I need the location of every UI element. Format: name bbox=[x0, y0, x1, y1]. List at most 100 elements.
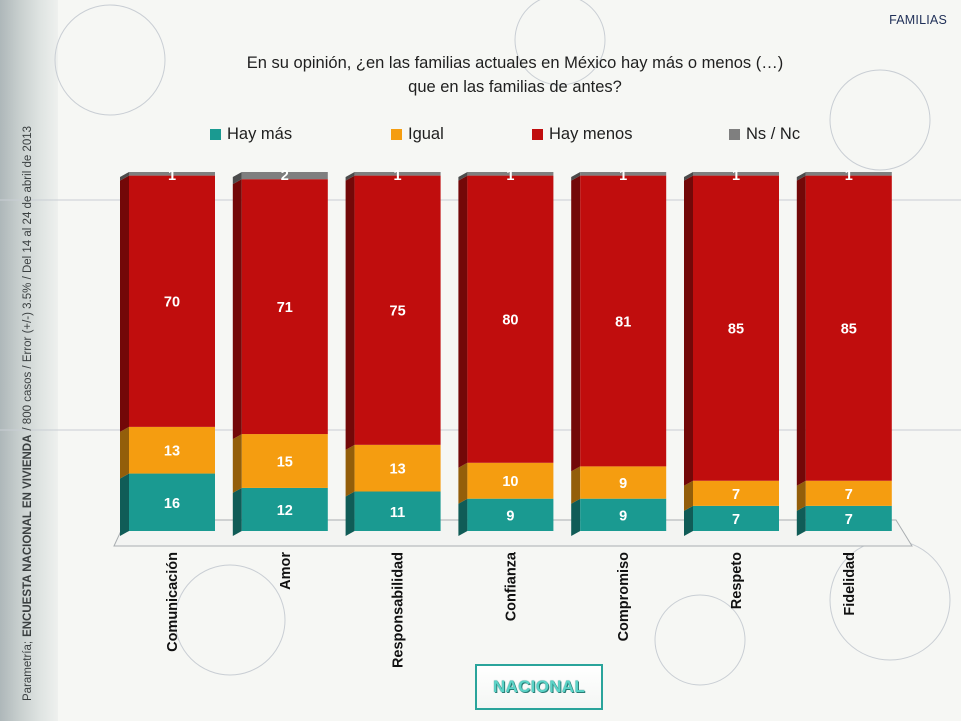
bar-segment bbox=[467, 498, 554, 531]
bar-segment bbox=[241, 434, 328, 488]
data-label: 71 bbox=[277, 300, 293, 316]
legend-label: Ns / Nc bbox=[746, 125, 801, 143]
bar-segment bbox=[805, 480, 892, 506]
bar-segment-side bbox=[458, 172, 468, 181]
data-label: 1 bbox=[394, 168, 402, 184]
data-label: 7 bbox=[732, 487, 740, 503]
bar-segment bbox=[805, 175, 892, 481]
legend-label: Hay más bbox=[227, 125, 293, 143]
data-label: 1 bbox=[619, 168, 627, 184]
data-label: 9 bbox=[619, 476, 627, 492]
data-label: 13 bbox=[390, 462, 406, 478]
category-label: Confianza bbox=[503, 551, 519, 621]
data-label: 81 bbox=[615, 314, 631, 330]
bar-segment-side bbox=[345, 172, 355, 181]
legend-swatch bbox=[532, 129, 543, 140]
bar-segment bbox=[580, 172, 667, 176]
bar-segment-side bbox=[796, 175, 806, 486]
bar-segment bbox=[129, 172, 215, 176]
data-label: 70 bbox=[164, 295, 180, 311]
bar-segment-side bbox=[345, 444, 355, 497]
data-label: 7 bbox=[845, 512, 853, 528]
bar-segment-side bbox=[796, 480, 806, 511]
bar-segment bbox=[354, 491, 441, 531]
data-label: 7 bbox=[732, 512, 740, 528]
bar-segment-side bbox=[120, 175, 129, 432]
bar-segment-side bbox=[684, 175, 693, 486]
category-label: Compromiso bbox=[616, 552, 632, 642]
data-label: 1 bbox=[168, 168, 176, 184]
legend-swatch bbox=[391, 129, 402, 140]
category-label: Respeto bbox=[729, 552, 745, 609]
data-label: 80 bbox=[502, 313, 518, 329]
section-tag: FAMILIAS bbox=[889, 13, 947, 27]
legend-item-ns-nc: Ns / Nc bbox=[729, 125, 800, 144]
bar-segment bbox=[580, 466, 667, 499]
data-label: 7 bbox=[845, 487, 853, 503]
bar-segment bbox=[580, 175, 667, 467]
legend-swatch bbox=[729, 129, 740, 140]
data-label: 15 bbox=[277, 454, 293, 470]
data-label: 75 bbox=[390, 304, 406, 320]
bar-segment-side bbox=[232, 434, 242, 493]
bar-segment-side bbox=[120, 426, 129, 479]
data-label: 10 bbox=[502, 474, 518, 490]
bar-segment-side bbox=[458, 462, 468, 504]
data-label: 9 bbox=[619, 508, 627, 524]
bar-segment-side bbox=[571, 498, 581, 536]
side-decoration-strip bbox=[0, 0, 58, 721]
data-label: 1 bbox=[732, 168, 740, 184]
bar-segment bbox=[467, 175, 554, 463]
chart-title-line1: En su opinión, ¿en las familias actuales… bbox=[246, 54, 784, 72]
bar-segment-side bbox=[232, 179, 242, 440]
category-label: Responsabilidad bbox=[391, 552, 407, 668]
bar-segment-side bbox=[232, 172, 242, 185]
data-label: 12 bbox=[277, 503, 293, 519]
data-label: 13 bbox=[164, 444, 180, 460]
bar-segment bbox=[467, 172, 554, 176]
bar-segment bbox=[129, 473, 215, 531]
bar-segment bbox=[580, 498, 667, 531]
bar-segment bbox=[693, 172, 779, 176]
bar-segment bbox=[241, 179, 328, 435]
bar-segment bbox=[693, 175, 779, 481]
data-label: 1 bbox=[506, 168, 514, 184]
category-label: Comunicación bbox=[165, 552, 181, 652]
data-label: 2 bbox=[281, 168, 289, 184]
legend-label: Igual bbox=[408, 125, 444, 143]
bar-segment bbox=[129, 175, 215, 427]
bar-segment-side bbox=[684, 172, 693, 181]
legend-item-hay-mas: Hay más bbox=[210, 125, 292, 144]
bar-segment-side bbox=[345, 491, 355, 536]
bar-segment-side bbox=[120, 473, 129, 536]
bar-segment-side bbox=[120, 172, 129, 181]
bar-segment-side bbox=[796, 505, 806, 536]
bar-segment-side bbox=[796, 172, 806, 181]
bar-segment bbox=[129, 426, 215, 474]
bar-segment bbox=[805, 172, 892, 176]
bar-segment-side bbox=[232, 487, 242, 536]
bar-segment bbox=[693, 505, 779, 531]
bar-segment bbox=[241, 172, 328, 180]
bar-segment-side bbox=[684, 480, 693, 511]
category-label: Amor bbox=[278, 552, 294, 590]
legend-label: Hay menos bbox=[549, 125, 633, 143]
chart-legend: Hay más Igual Hay menos Ns / Nc bbox=[210, 125, 850, 147]
data-label: 9 bbox=[506, 508, 514, 524]
bar-segment bbox=[467, 462, 554, 499]
data-label: 85 bbox=[841, 322, 857, 338]
bar-segment bbox=[354, 444, 441, 492]
bar-segment-side bbox=[571, 172, 581, 181]
scope-badge: NACIONAL bbox=[475, 664, 603, 710]
legend-item-igual: Igual bbox=[391, 125, 444, 144]
bar-segment bbox=[805, 505, 892, 531]
bar-segment-side bbox=[458, 175, 468, 468]
legend-swatch bbox=[210, 129, 221, 140]
legend-item-hay-menos: Hay menos bbox=[532, 125, 632, 144]
data-label: 1 bbox=[845, 168, 853, 184]
bar-segment bbox=[354, 175, 441, 445]
data-label: 85 bbox=[728, 322, 744, 338]
bar-segment bbox=[241, 487, 328, 531]
chart-title-line2: que en las familias de antes? bbox=[408, 78, 622, 96]
